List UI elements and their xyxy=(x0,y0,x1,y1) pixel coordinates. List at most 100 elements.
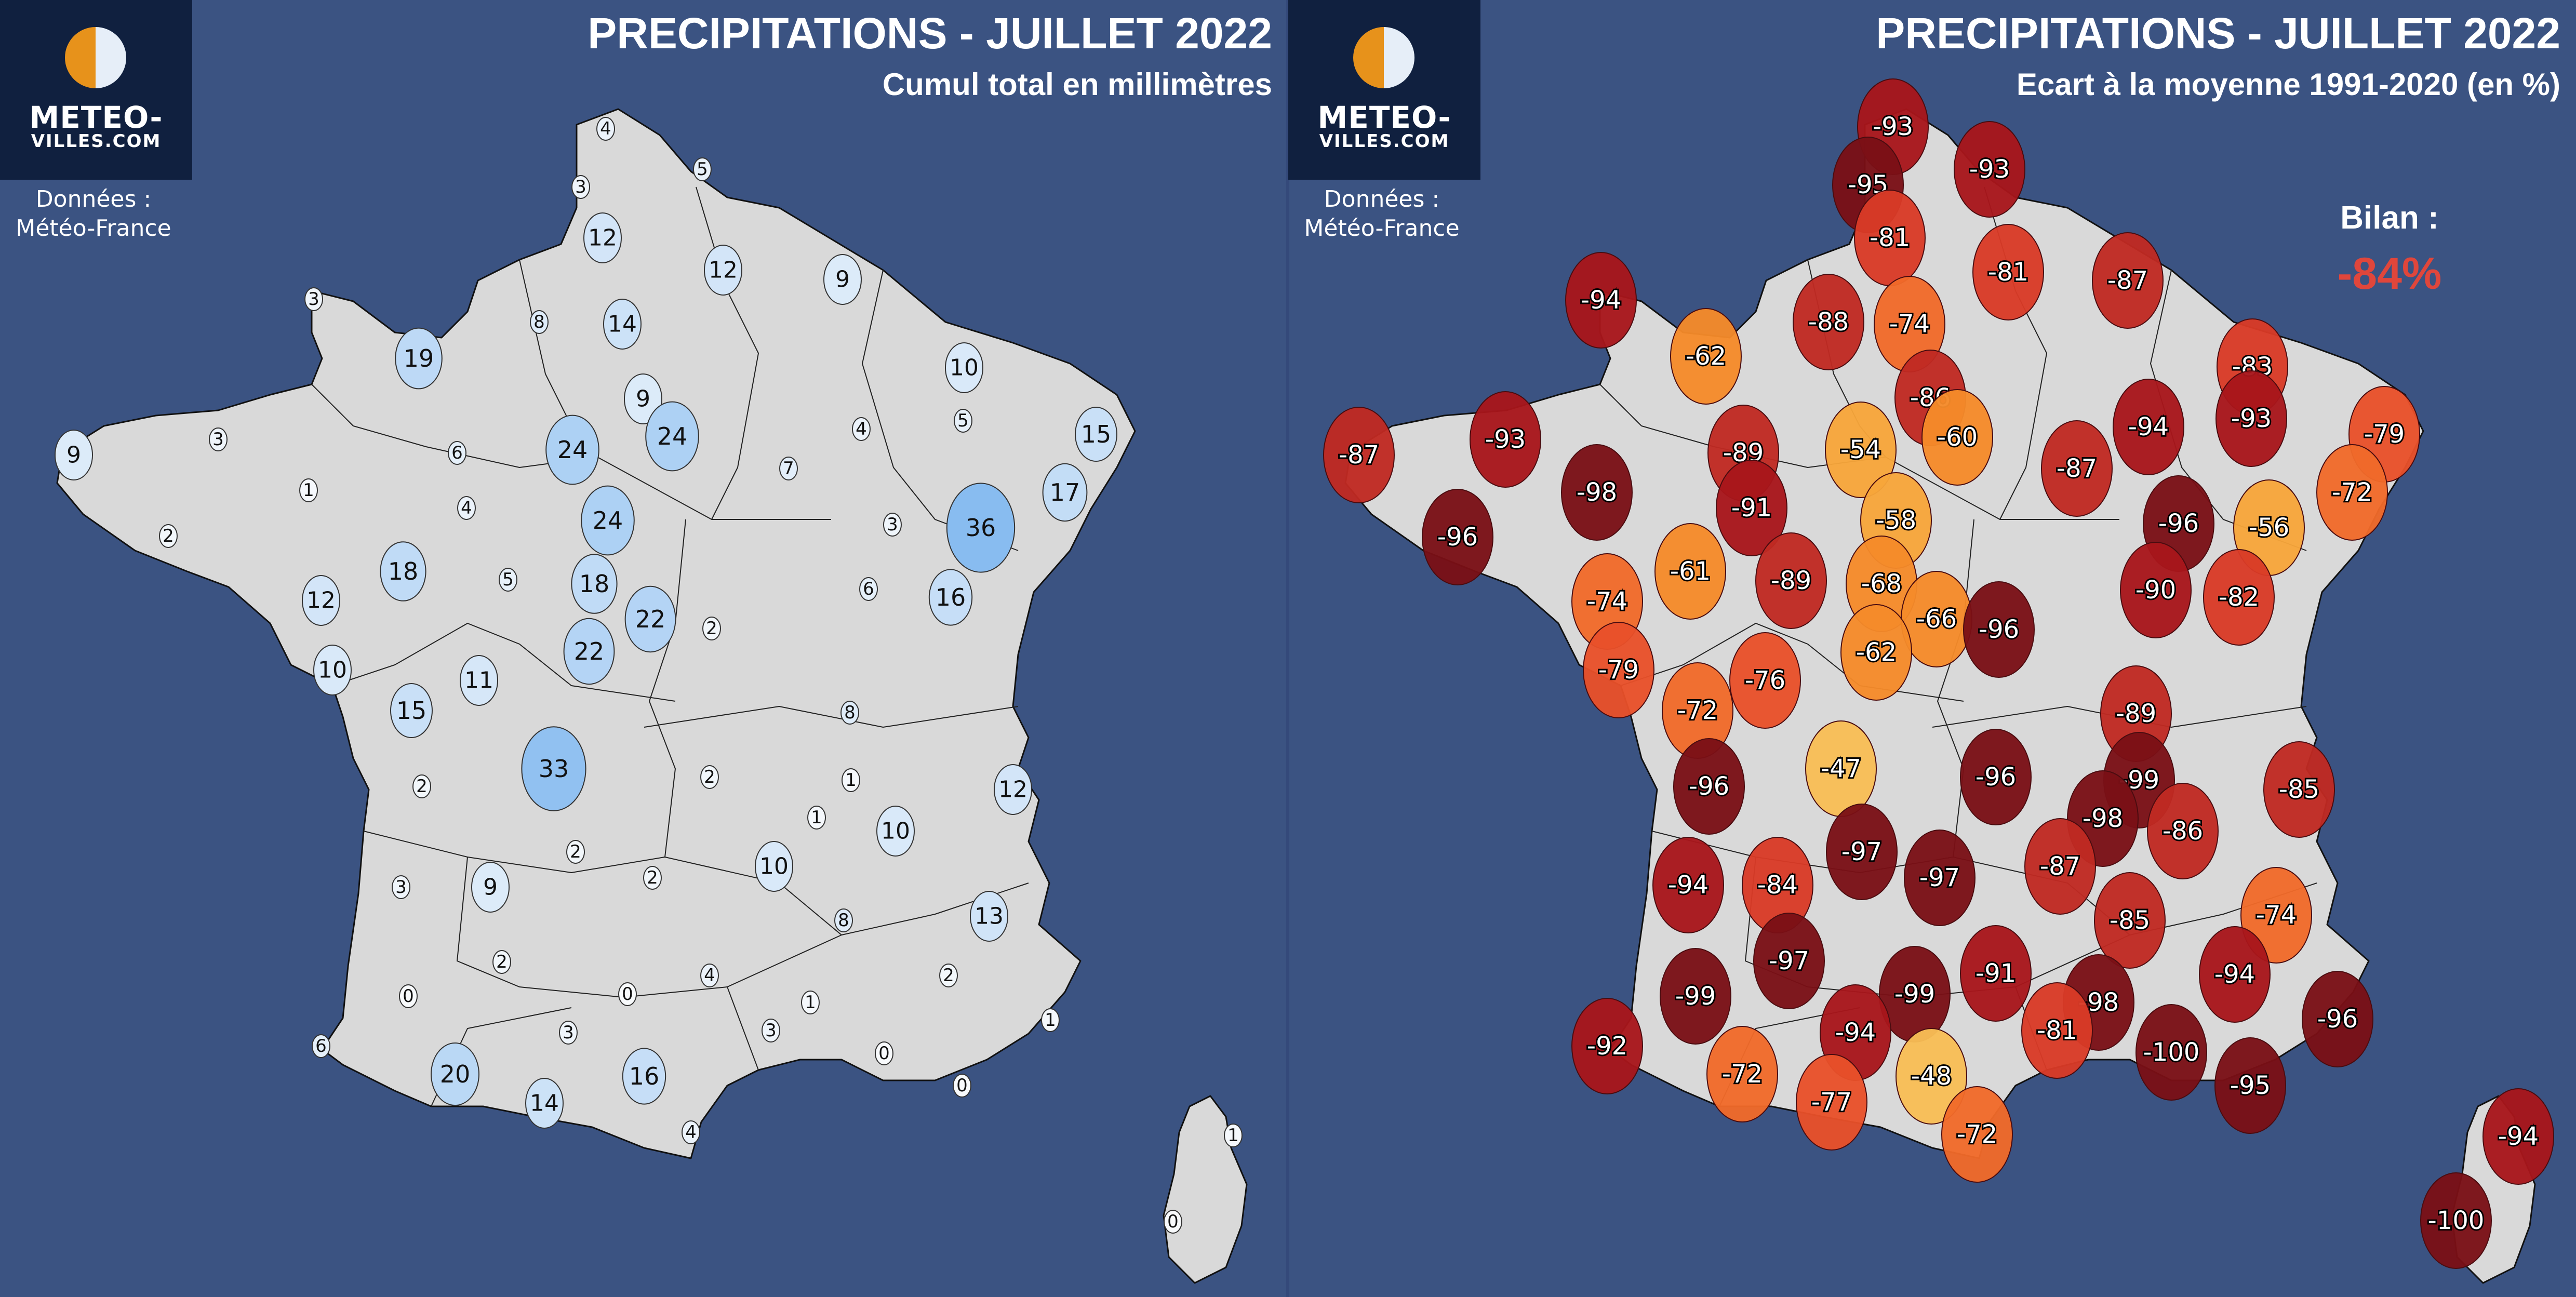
station-bubble xyxy=(876,806,915,857)
station-value: 3 xyxy=(395,877,407,898)
station-marker: -47 xyxy=(1805,720,1877,817)
station-marker: -96 xyxy=(1963,581,2035,678)
station-bubble xyxy=(954,409,972,433)
station-bubble xyxy=(994,764,1032,815)
station-bubble xyxy=(1422,489,1493,585)
station-bubble xyxy=(448,441,466,465)
station-marker: 9 xyxy=(471,862,510,913)
station-marker: 18 xyxy=(571,554,618,614)
station-bubble xyxy=(521,726,586,811)
station-bubble xyxy=(700,964,719,987)
station-value: 19 xyxy=(404,344,434,372)
station-marker: -88 xyxy=(1793,274,1864,370)
station-bubble xyxy=(970,891,1008,942)
station-value: -86 xyxy=(2163,817,2203,846)
station-marker: -79 xyxy=(1583,622,1654,718)
station-bubble xyxy=(1753,913,1825,1009)
station-bubble xyxy=(2199,926,2271,1023)
station-value: -90 xyxy=(2135,576,2176,605)
station-marker: 2 xyxy=(566,840,585,864)
station-value: -96 xyxy=(1976,763,2016,792)
station-marker: -86 xyxy=(2147,783,2219,879)
station-bubble xyxy=(312,1034,330,1058)
station-bubble xyxy=(2041,420,2113,517)
station-bubble xyxy=(1840,604,1912,701)
station-bubble xyxy=(431,1042,479,1106)
station-value: 2 xyxy=(704,767,715,787)
station-bubble xyxy=(571,175,590,199)
station-bubble xyxy=(1963,581,2035,678)
station-bubble xyxy=(2021,982,2093,1079)
station-value: -97 xyxy=(1769,946,1809,975)
station-bubble xyxy=(1670,308,1742,405)
station-value: 8 xyxy=(533,312,545,332)
station-value: 24 xyxy=(657,422,688,450)
station-marker: -85 xyxy=(2094,872,2166,969)
station-bubble xyxy=(471,862,510,913)
source-line1: Données : xyxy=(35,186,152,212)
station-marker: 0 xyxy=(399,984,418,1008)
source-line2: Météo-France xyxy=(16,215,171,242)
station-marker: 1 xyxy=(842,768,860,792)
station-bubble xyxy=(299,478,318,502)
station-value: 2 xyxy=(496,952,508,972)
station-bubble xyxy=(457,496,476,520)
station-bubble xyxy=(1793,274,1864,370)
source-line2: Météo-France xyxy=(1304,215,1460,242)
station-bubble xyxy=(313,645,352,696)
station-value: -93 xyxy=(1873,112,1913,141)
station-value: 12 xyxy=(588,225,617,251)
station-marker: 10 xyxy=(755,841,793,892)
station-marker: -95 xyxy=(2214,1037,2286,1134)
station-bubble xyxy=(2092,232,2164,329)
station-bubble xyxy=(875,1041,893,1065)
station-marker: 12 xyxy=(583,212,622,263)
station-value: 14 xyxy=(530,1090,559,1117)
station-marker: 16 xyxy=(928,569,973,626)
station-value: 0 xyxy=(878,1043,890,1064)
station-marker: -48 xyxy=(1896,1028,1967,1125)
station-marker: -94 xyxy=(2199,926,2271,1023)
station-value: -62 xyxy=(1856,638,1897,667)
station-value: -93 xyxy=(1969,155,2010,184)
station-marker: 0 xyxy=(1164,1210,1182,1234)
station-value: 12 xyxy=(709,257,738,284)
station-marker: 5 xyxy=(954,409,972,433)
station-value: -74 xyxy=(1587,587,1627,616)
station-value: -62 xyxy=(1686,342,1726,371)
station-marker: 11 xyxy=(460,655,498,706)
station-value: -56 xyxy=(2249,513,2289,542)
station-marker: -92 xyxy=(1571,998,1643,1094)
station-value: -61 xyxy=(1670,557,1711,586)
station-value: -94 xyxy=(2128,412,2169,442)
station-marker: -94 xyxy=(2482,1088,2554,1185)
station-marker: -81 xyxy=(2021,982,2093,1079)
station-bubble xyxy=(2135,1004,2207,1101)
station-marker: 0 xyxy=(953,1074,971,1098)
station-marker: -99 xyxy=(1879,946,1951,1042)
station-marker: 16 xyxy=(622,1048,666,1105)
station-marker: -62 xyxy=(1840,604,1912,701)
station-bubble xyxy=(530,310,549,334)
station-bubble xyxy=(1571,998,1643,1094)
station-marker: -96 xyxy=(1960,729,2032,825)
map-subtitle: Cumul total en millimètres xyxy=(882,67,1272,102)
station-bubble xyxy=(702,617,721,640)
station-bubble xyxy=(302,575,340,626)
station-value: 15 xyxy=(1081,420,1112,448)
logo-text-line2: VILLES.COM xyxy=(31,131,162,152)
station-value: 9 xyxy=(66,442,81,469)
map-subtitle: Ecart à la moyenne 1991-2020 (en %) xyxy=(2016,67,2560,102)
station-value: -48 xyxy=(1911,1062,1952,1091)
points-ecart: -93-95-93-81-81 -87-94-88 -74-62 -83-86-93-… xyxy=(1323,78,2554,1269)
station-marker: 1 xyxy=(807,806,826,830)
station-marker: 4 xyxy=(596,117,615,141)
station-marker: 0 xyxy=(618,982,637,1006)
station-value: 10 xyxy=(759,853,789,880)
station-value: -76 xyxy=(1745,666,1785,695)
station-value: -84 xyxy=(1757,871,1798,900)
station-value: 1 xyxy=(845,770,857,791)
station-value: 0 xyxy=(403,986,414,1007)
station-marker: 9 xyxy=(823,254,862,305)
station-value: -94 xyxy=(2498,1122,2539,1151)
